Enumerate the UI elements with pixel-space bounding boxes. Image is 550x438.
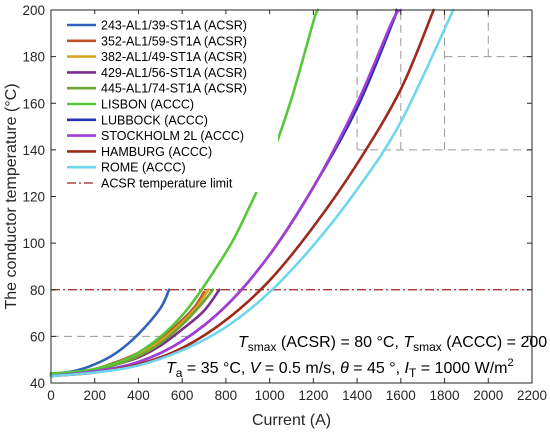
x-tick-label-1200: 1200 <box>298 388 328 403</box>
y-tick-label-60: 60 <box>30 329 45 344</box>
x-tick-label-2000: 2000 <box>473 388 503 403</box>
y-tick-label-40: 40 <box>30 376 45 391</box>
series-line-stockholm-2l-accc <box>49 8 403 378</box>
legend-label-lisbon-accc: LISBON (ACCC) <box>101 98 194 112</box>
series-lines <box>49 8 455 378</box>
y-axis-label: The conductor temperature (°C) <box>3 83 20 309</box>
series-line-lisbon-accc <box>49 8 320 375</box>
legend-label-382-al1-49-st1a-acsr: 382-AL1/49-ST1A (ACSR) <box>101 50 247 64</box>
x-tick-label-1800: 1800 <box>430 388 460 403</box>
x-tick-label-400: 400 <box>127 388 150 403</box>
legend-label-lubbock-accc: LUBBOCK (ACCC) <box>101 113 208 127</box>
y-tick-label-140: 140 <box>22 143 45 158</box>
x-tick-label-1000: 1000 <box>255 388 285 403</box>
x-tick-label-200: 200 <box>83 388 106 403</box>
y-tick-label-180: 180 <box>22 50 45 65</box>
x-tick-label-0: 0 <box>47 388 55 403</box>
x-tick-label-2200: 2200 <box>517 388 547 403</box>
y-tick-label-160: 160 <box>22 96 45 111</box>
x-axis-label: Current (A) <box>252 412 331 429</box>
legend-label-rome-accc: ROME (ACCC) <box>101 161 186 175</box>
legend-label-243-al1-39-st1a-acsr: 243-AL1/39-ST1A (ACSR) <box>101 19 247 33</box>
x-tick-label-800: 800 <box>215 388 238 403</box>
legend-label-acsr-temperature-limit: ACSR temperature limit <box>101 177 233 191</box>
y-tick-label-100: 100 <box>22 236 45 251</box>
legend-label-hamburg-accc: HAMBURG (ACCC) <box>101 145 212 159</box>
y-axis-ticks: 40 60 80 100 120 140 160 180 200 <box>22 3 532 391</box>
annotation-line-1: Tsmax (ACSR) = 80 °C, Tsmax (ACCC) = 200… <box>238 334 550 354</box>
annotation-line-2: Ta = 35 °C, V = 0.5 m/s, θ = 45 °, IT = … <box>166 357 514 380</box>
y-tick-label-200: 200 <box>22 3 45 18</box>
series-line-rome-accc <box>49 8 455 378</box>
legend-label-445-al1-74-st1a-acsr: 445-AL1/74-ST1A (ACSR) <box>101 82 247 96</box>
legend-label-352-al1-59-st1a-acsr: 352-AL1/59-ST1A (ACSR) <box>101 34 247 48</box>
x-tick-label-600: 600 <box>171 388 194 403</box>
legend-label-429-al1-56-st1a-acsr: 429-AL1/56-ST1A (ACSR) <box>101 66 247 80</box>
y-tick-label-120: 120 <box>22 190 45 205</box>
x-tick-label-1600: 1600 <box>386 388 416 403</box>
x-tick-label-1400: 1400 <box>342 388 372 403</box>
legend-label-stockholm-2l-accc: STOCKHOLM 2L (ACCC) <box>101 129 244 143</box>
y-tick-label-80: 80 <box>30 283 45 298</box>
legend: 243-AL1/39-ST1A (ACSR)352-AL1/59-ST1A (A… <box>58 14 278 192</box>
